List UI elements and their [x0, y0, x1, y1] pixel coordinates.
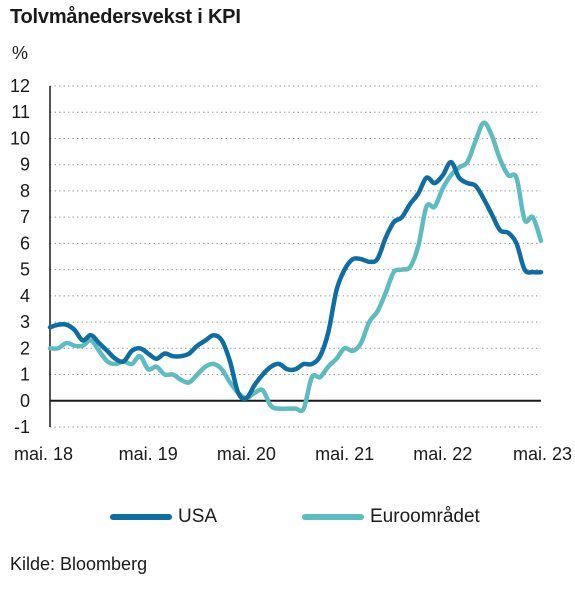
y-tick-label: 7 [20, 207, 30, 227]
source-note: Kilde: Bloomberg [10, 554, 148, 574]
x-tick-label: mai. 23 [513, 444, 572, 464]
x-axis-ticks: mai. 18 mai. 19 mai. 20 mai. 21 mai. 22 mai. … [14, 444, 572, 464]
x-tick-label: mai. 21 [315, 444, 374, 464]
x-tick-label: mai. 22 [413, 444, 472, 464]
y-tick-label: -1 [14, 417, 30, 437]
x-tick-label: mai. 19 [119, 444, 178, 464]
series-line-euroomradet [47, 120, 544, 414]
y-tick-label: 0 [20, 391, 30, 411]
series-line-usa [47, 159, 544, 401]
legend-item-usa: USA [110, 506, 217, 528]
series-lines [47, 120, 544, 414]
y-tick-label: 10 [10, 128, 30, 148]
y-tick-label: 1 [20, 365, 30, 385]
grid-lines [50, 85, 541, 428]
y-tick-label: 8 [20, 181, 30, 201]
x-tick-label: mai. 20 [217, 444, 276, 464]
chart-title: Tolvmånedersvekst i KPI [10, 6, 241, 28]
y-tick-label: 11 [11, 102, 30, 122]
y-tick-label: 3 [20, 312, 30, 332]
y-tick-label: 9 [20, 155, 30, 175]
y-tick-label: 6 [20, 233, 30, 253]
y-tick-label: 2 [20, 338, 30, 358]
legend: USA Euroområdet [0, 506, 575, 530]
x-tick-label: mai. 18 [14, 444, 73, 464]
legend-label-euroomradet: Euroområdet [370, 506, 480, 527]
legend-label-usa: USA [178, 506, 218, 527]
y-tick-label: 5 [20, 260, 30, 280]
y-tick-label: 12 [10, 76, 30, 96]
y-tick-label: 4 [20, 286, 30, 306]
legend-swatch-usa [110, 514, 172, 520]
legend-item-euroomradet: Euroområdet [302, 506, 480, 528]
legend-swatch-euroomradet [302, 514, 364, 520]
y-axis-unit: % [12, 43, 29, 63]
